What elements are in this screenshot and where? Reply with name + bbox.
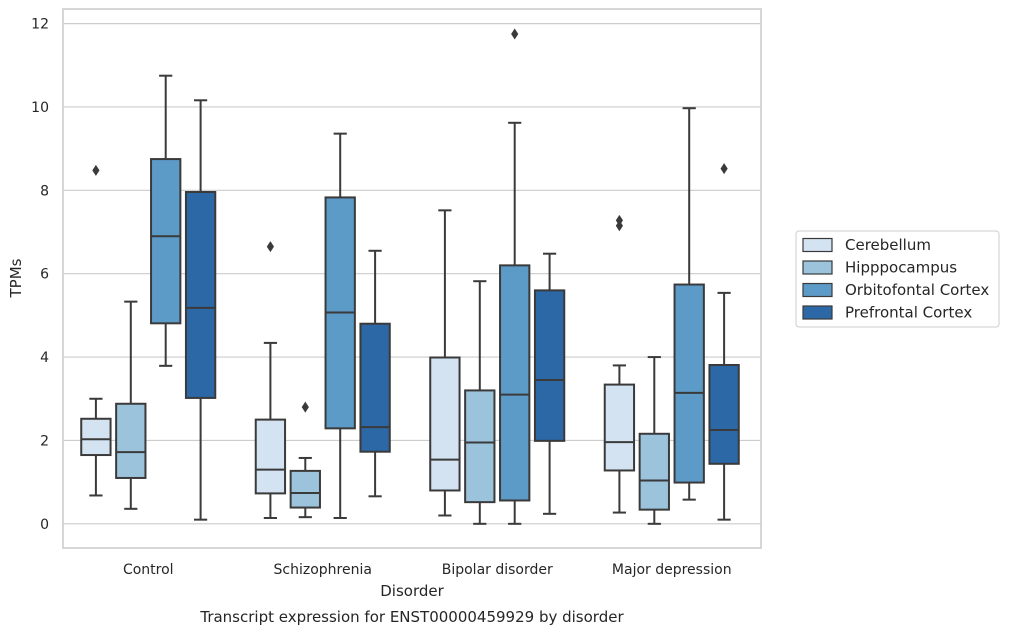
x-tick-label: Major depression	[612, 562, 732, 578]
box	[603, 383, 636, 472]
series-hipppocampus	[115, 280, 670, 525]
box	[673, 283, 705, 484]
y-tick-labels: 0 2 4 6 8 10 12	[31, 17, 49, 533]
series-orbitofontal-cortex	[150, 28, 705, 525]
x-axis-title: Disorder	[380, 582, 444, 600]
legend-swatch	[802, 260, 833, 275]
x-tick-label: Schizophrenia	[274, 562, 372, 578]
outlier-marker	[615, 214, 623, 226]
box	[254, 418, 287, 495]
legend-label: Cerebellum	[845, 236, 931, 254]
box	[429, 356, 461, 492]
y-tick-label: 10	[31, 100, 49, 116]
box	[708, 363, 740, 465]
box	[464, 389, 496, 504]
x-tick-label: Control	[123, 562, 174, 578]
legend-frame	[795, 230, 1000, 328]
y-tick-label: 12	[31, 17, 49, 33]
box	[150, 158, 182, 325]
legend-swatch	[802, 282, 833, 298]
y-tick-label: 8	[40, 183, 49, 199]
plot-frame	[62, 8, 762, 549]
y-tick-label: 6	[40, 267, 49, 283]
box	[638, 432, 670, 511]
box	[184, 191, 217, 399]
box	[359, 322, 391, 453]
legend: Cerebellum Hipppocampus Orbitofontal Corte…	[795, 230, 1000, 328]
legend-label: Prefrontal Cortex	[845, 304, 972, 322]
box	[499, 264, 531, 502]
series-prefrontal-cortex	[184, 99, 740, 521]
outlier-marker	[720, 163, 728, 175]
outlier-marker	[301, 401, 309, 413]
y-tick-label: 0	[40, 517, 49, 533]
legend-label: Hipppocampus	[845, 259, 957, 277]
y-tick-label: 2	[40, 433, 49, 449]
box	[80, 417, 112, 457]
chart-caption: Transcript expression for ENST0000045992…	[199, 608, 624, 626]
outlier-marker	[92, 164, 100, 176]
box	[289, 469, 321, 509]
box	[115, 402, 147, 479]
box-series-group	[80, 28, 740, 525]
x-tick-label: Bipolar disorder	[442, 562, 553, 578]
legend-swatch	[802, 237, 833, 253]
box	[533, 289, 566, 442]
y-tick-label: 4	[40, 350, 49, 366]
x-tick-labels: Control Schizophrenia Bipolar disorder Majo…	[123, 562, 732, 578]
y-axis-title: TPMs	[7, 258, 25, 298]
outlier-marker	[266, 241, 274, 253]
legend-label: Orbitofontal Cortex	[845, 281, 989, 299]
legend-swatch	[802, 305, 833, 320]
outlier-marker	[511, 28, 519, 40]
series-cerebellum	[80, 164, 636, 519]
